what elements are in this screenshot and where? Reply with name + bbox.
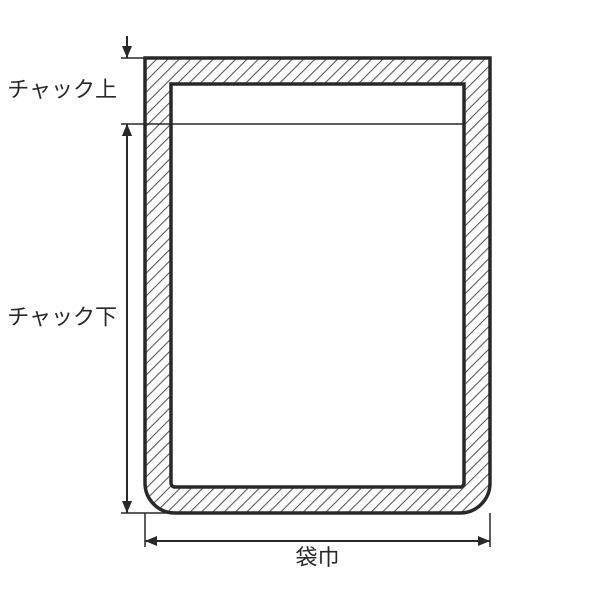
label-below-zipper: チャック下 <box>7 304 117 329</box>
dim-bag-width: 袋巾 <box>145 513 490 570</box>
label-bag-width: 袋巾 <box>295 545 339 570</box>
dim-above-zipper: チャック上 <box>7 36 145 146</box>
label-above-zipper: チャック上 <box>7 77 117 102</box>
pouch-diagram <box>145 58 490 513</box>
